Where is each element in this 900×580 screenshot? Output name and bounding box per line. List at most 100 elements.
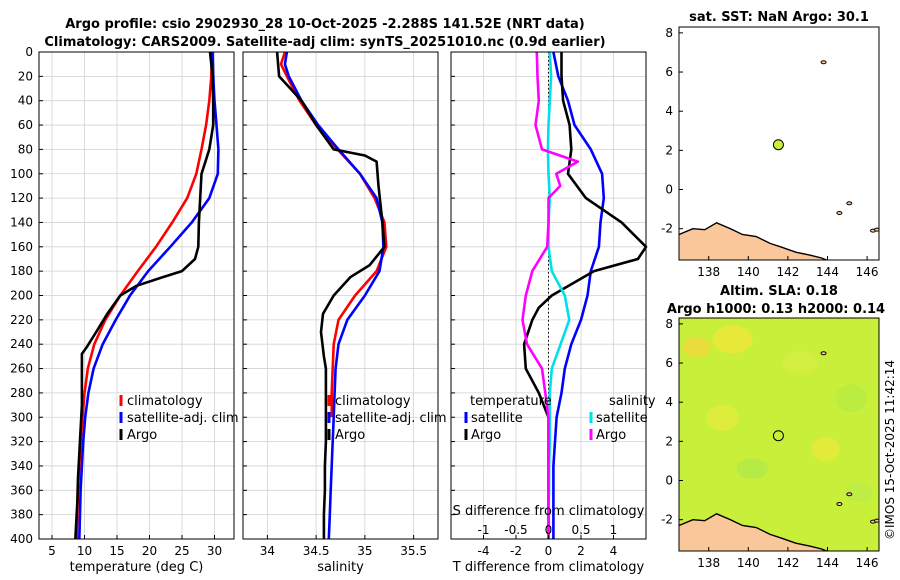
sla-anomaly — [811, 437, 840, 462]
y-tick-label: 240 — [10, 337, 33, 351]
land-new-guinea — [679, 222, 827, 260]
x-tick-label: 15 — [109, 544, 124, 558]
y-tick-label: 8 — [665, 26, 673, 40]
island — [846, 492, 853, 497]
x-tick-label: 146 — [856, 265, 879, 279]
y-tick-label: 100 — [10, 167, 33, 181]
coastline — [679, 513, 829, 551]
salinity-profile: 34 34.5 35 35.5 salinity climatology satellite… — [242, 51, 447, 575]
x-axis-label: T difference from climatology — [452, 560, 645, 575]
x-tick-label: 138 — [697, 265, 720, 279]
y-tick-label: 280 — [10, 386, 33, 400]
difference-from-climatology: -4 -2 0 2 4 T difference from climatology S di… — [450, 51, 656, 575]
island — [836, 211, 843, 216]
y-tick-label: 0 — [665, 474, 673, 488]
map-subtitle: Argo h1000: 0.13 h2000: 0.14 — [667, 302, 885, 317]
x-tick-label: 4 — [610, 544, 618, 558]
legend-title-temperature: temperature — [470, 394, 552, 409]
sla-map: 138 140 142 144 146 -2 0 2 4 6 8 Altim. SLA: 0.18 Ar… — [661, 284, 885, 570]
x-tick-label: 20 — [142, 544, 157, 558]
island — [846, 201, 853, 206]
island — [820, 351, 827, 356]
y-tick-label: 4 — [665, 395, 673, 409]
series-climatology — [279, 51, 388, 418]
title-line2: Climatology: CARS2009. Satellite-adj cli… — [44, 35, 605, 50]
x-tick-label: 35 — [357, 544, 372, 558]
x-tick-label: 34.5 — [303, 544, 330, 558]
y-tick-label: 6 — [665, 65, 673, 79]
series-temperature-satellite — [552, 51, 606, 539]
legend-label: Argo — [127, 428, 157, 443]
legend-label: Argo — [596, 428, 626, 443]
island — [820, 60, 827, 65]
legend-title-salinity: salinity — [609, 394, 656, 409]
y-tick-label: 200 — [10, 289, 33, 303]
y-tick-label: 60 — [18, 118, 33, 132]
y-tick-label: 260 — [10, 362, 33, 376]
map-title: sat. SST: NaN Argo: 30.1 — [689, 10, 869, 25]
x-tick-label: 35.5 — [400, 544, 427, 558]
y-tick-label: 80 — [18, 142, 33, 156]
island — [874, 227, 879, 232]
legend-label: climatology — [127, 394, 203, 409]
y-tick-label: 0 — [25, 45, 33, 59]
sla-anomaly — [835, 384, 868, 413]
series-satellite-adj-clim — [78, 51, 220, 540]
y-tick-label: 160 — [10, 240, 33, 254]
x-tick-label: 144 — [816, 265, 839, 279]
legend-label: satellite-adj. clim — [335, 411, 447, 426]
y-tick-label: 400 — [10, 532, 33, 546]
x-axis-label: temperature (deg C) — [70, 560, 204, 575]
argo-position-marker — [772, 139, 784, 151]
map-content — [679, 318, 879, 551]
y-tick-label: 320 — [10, 435, 33, 449]
series-argo — [275, 51, 386, 539]
y-tick-label: 40 — [18, 94, 33, 108]
y-tick-label: 20 — [18, 69, 33, 83]
x-tick-label: 146 — [856, 556, 879, 570]
y-tick-label: 180 — [10, 264, 33, 278]
legend-label: Argo — [471, 428, 501, 443]
sla-anomaly — [736, 458, 769, 479]
y-tick-label: 4 — [665, 104, 673, 118]
series-salinity-argo — [521, 51, 580, 539]
x-tick-label: -4 — [478, 544, 490, 558]
sla-anomaly — [845, 482, 874, 503]
legend-label: Argo — [335, 428, 365, 443]
y-tick-label: 140 — [10, 215, 33, 229]
sla-field — [679, 318, 879, 551]
title-line1: Argo profile: csio 2902930_28 10-Oct-202… — [65, 17, 585, 32]
map-title: Altim. SLA: 0.18 — [720, 284, 838, 299]
island — [874, 518, 879, 523]
y-tick-label: 300 — [10, 410, 33, 424]
imos-watermark: ©IMOS 15-Oct-2025 11:42:14 — [883, 360, 897, 540]
y-tick-label: 0 — [665, 183, 673, 197]
x-tick-label: 5 — [48, 544, 56, 558]
island — [836, 502, 843, 507]
s-tick-label: -1 — [478, 523, 490, 537]
x-tick-label: 142 — [776, 265, 799, 279]
coastline — [679, 222, 829, 260]
legend-label: satellite — [596, 411, 648, 426]
x-tick-label: 2 — [577, 544, 585, 558]
legend-label: satellite — [471, 411, 523, 426]
sla-anomaly — [712, 325, 753, 354]
x-tick-label: 25 — [174, 544, 189, 558]
y-tick-label: 8 — [665, 317, 673, 331]
series-argo — [74, 51, 215, 540]
argo-position-marker — [772, 430, 784, 442]
sla-anomaly — [706, 404, 739, 431]
y-tick-label: 6 — [665, 356, 673, 370]
y-tick-label: -2 — [661, 222, 673, 236]
x-tick-label: 138 — [697, 556, 720, 570]
s-tick-label: 0.5 — [571, 523, 590, 537]
y-tick-label: 360 — [10, 483, 33, 497]
legend-label: satellite-adj. clim — [127, 411, 239, 426]
legend-label: climatology — [335, 394, 411, 409]
x-tick-label: 142 — [776, 556, 799, 570]
x-tick-label: 0 — [545, 544, 553, 558]
x-tick-label: 140 — [737, 556, 760, 570]
map-frame — [678, 26, 880, 261]
y-tick-label: 120 — [10, 191, 33, 205]
map-content — [679, 60, 879, 260]
